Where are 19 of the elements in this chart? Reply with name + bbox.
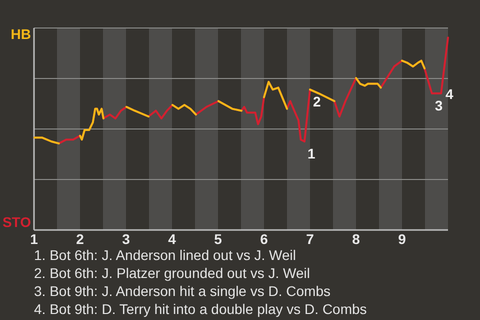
- x-tick-label: 9: [398, 231, 406, 247]
- text: 3. Bot 9th: J. Anderson hit a single vs D. Combs: [34, 283, 330, 299]
- annotation: 3: [434, 97, 443, 114]
- x-tick-label: 3: [122, 231, 130, 247]
- x-tick-label: 2: [76, 231, 84, 247]
- text: STO: [2, 214, 32, 230]
- x-tick-label: 4: [168, 231, 176, 247]
- annotation: 2: [313, 94, 321, 110]
- text: 2. Bot 6th: J. Platzer grounded out vs J. Weil: [34, 265, 310, 281]
- annotation: 1: [307, 146, 316, 162]
- text: 4. Bot 9th: D. Terry hit into a double play vs D. Combs: [34, 301, 367, 317]
- x-tick-label: 5: [214, 231, 222, 247]
- annotation: 4: [445, 86, 454, 102]
- x-tick-label: 8: [352, 231, 360, 247]
- text: HB: [10, 26, 31, 42]
- x-tick-label: 6: [260, 231, 268, 247]
- x-tick-label: 7: [306, 231, 314, 247]
- x-tick-label: 1: [30, 231, 38, 247]
- text: 1. Bot 6th: J. Anderson lined out vs J. Weil: [34, 247, 296, 263]
